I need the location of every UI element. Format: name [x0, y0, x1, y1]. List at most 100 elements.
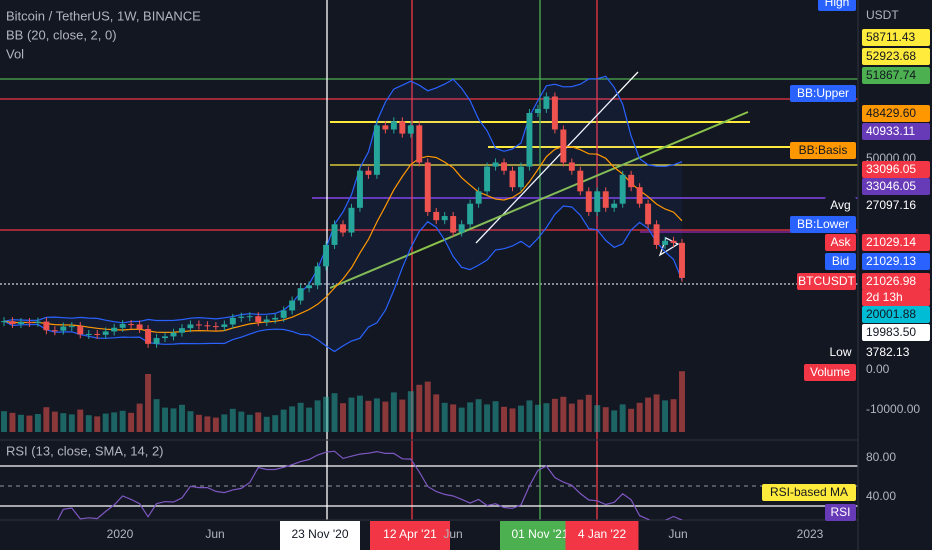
candle — [51, 330, 58, 332]
price-scale-label: Volume — [810, 365, 850, 379]
price-scale-label: 2d 13h — [866, 290, 903, 304]
volume-bar — [246, 414, 253, 432]
price-scale-label: 33096.05 — [866, 162, 916, 176]
scale-label-box — [862, 273, 930, 290]
volume-bar — [195, 414, 202, 432]
volume-bar — [51, 411, 58, 432]
price-scale-label: 33046.05 — [866, 179, 916, 193]
candle — [365, 170, 372, 175]
candle — [246, 316, 253, 318]
candle — [670, 240, 677, 243]
scale-label-box — [862, 67, 930, 84]
volume-bar — [187, 411, 194, 432]
candle — [60, 326, 67, 331]
price-scale-label: 20001.88 — [866, 307, 916, 321]
volume-bar — [136, 403, 143, 432]
candle — [9, 321, 16, 325]
candle — [679, 242, 685, 278]
volume-bar — [119, 410, 126, 432]
rsi-line — [57, 450, 683, 520]
volume-bar — [619, 404, 626, 432]
candle — [340, 224, 346, 233]
volume-bar — [170, 408, 177, 432]
volume-bar — [373, 398, 380, 432]
candle — [585, 191, 592, 212]
price-scale-label: 40933.11 — [866, 124, 915, 138]
price-scale-label: 21029.14 — [866, 235, 916, 249]
volume-bar — [77, 409, 84, 432]
scale-label-box — [762, 484, 856, 501]
volume-bar — [272, 415, 279, 432]
scale-label-box — [862, 161, 930, 178]
candle — [1, 321, 7, 323]
price-scale-label: 51867.74 — [866, 68, 916, 82]
candle — [390, 121, 397, 130]
volume-bar — [102, 413, 109, 432]
price-scale-label: 58711.43 — [866, 30, 915, 44]
volume-bar — [467, 402, 474, 432]
candle — [636, 187, 643, 204]
volume-bar — [636, 402, 643, 432]
volume-bar — [34, 414, 41, 432]
scale-label-box — [862, 234, 930, 251]
candle — [568, 162, 575, 171]
volume-bar — [560, 396, 567, 432]
candle — [26, 321, 33, 323]
volume-bar — [111, 412, 118, 432]
time-axis-label: 4 Jan '22 — [578, 527, 627, 541]
volume-bar — [204, 416, 211, 432]
volume-bar — [450, 404, 457, 432]
volume-bar — [26, 415, 33, 432]
volume-bar — [679, 371, 685, 432]
time-label-box — [370, 521, 450, 550]
volume-bar — [340, 403, 346, 432]
candle — [484, 166, 491, 192]
volume-bar — [662, 400, 669, 432]
legend-symbol: Bitcoin / TetherUS, 1W, BINANCE — [6, 8, 201, 23]
price-scale-label: Ask — [830, 235, 851, 249]
volume-bar — [229, 408, 236, 432]
volume-bar — [645, 397, 652, 432]
candle — [356, 170, 363, 208]
candle — [145, 328, 152, 344]
volume-bar — [289, 406, 296, 432]
candle — [594, 191, 601, 212]
volume-bar — [221, 414, 228, 432]
price-scale-label: 21026.98 — [866, 274, 916, 288]
candle — [238, 316, 245, 318]
volume-bar — [602, 407, 609, 432]
candle — [179, 328, 185, 333]
price-scale-label: 40.00 — [866, 489, 896, 503]
candle — [170, 332, 177, 337]
volume-bar — [585, 394, 592, 432]
volume-bar — [9, 412, 16, 432]
volume-bar — [424, 381, 431, 432]
volume-bar — [611, 410, 618, 432]
price-scale-label: Bid — [832, 254, 849, 268]
rsi-pane — [57, 450, 683, 520]
scale-label-box — [862, 289, 930, 306]
volume-bar — [179, 404, 185, 432]
volume-bar — [551, 398, 558, 432]
price-scale-label: BTCUSDT — [798, 274, 855, 288]
price-scale-label: -10000.00 — [866, 402, 920, 416]
volume-bar — [1, 411, 7, 432]
volume-bar — [162, 407, 168, 432]
candle — [306, 285, 313, 289]
volume-bar — [348, 397, 355, 432]
candle — [119, 324, 126, 328]
scale-label-box — [862, 105, 930, 122]
scale-label-box — [818, 0, 856, 11]
candle — [77, 326, 84, 335]
price-scale-label: RSI — [830, 505, 850, 519]
scale-label-box — [862, 197, 930, 214]
candle — [34, 321, 41, 323]
candle — [662, 240, 669, 245]
scale-label-box — [862, 48, 930, 65]
candle — [602, 191, 609, 208]
candle — [492, 162, 499, 167]
volume-bar — [94, 416, 101, 432]
candle — [467, 203, 474, 225]
volume-bar — [526, 400, 533, 432]
candle — [577, 170, 584, 192]
